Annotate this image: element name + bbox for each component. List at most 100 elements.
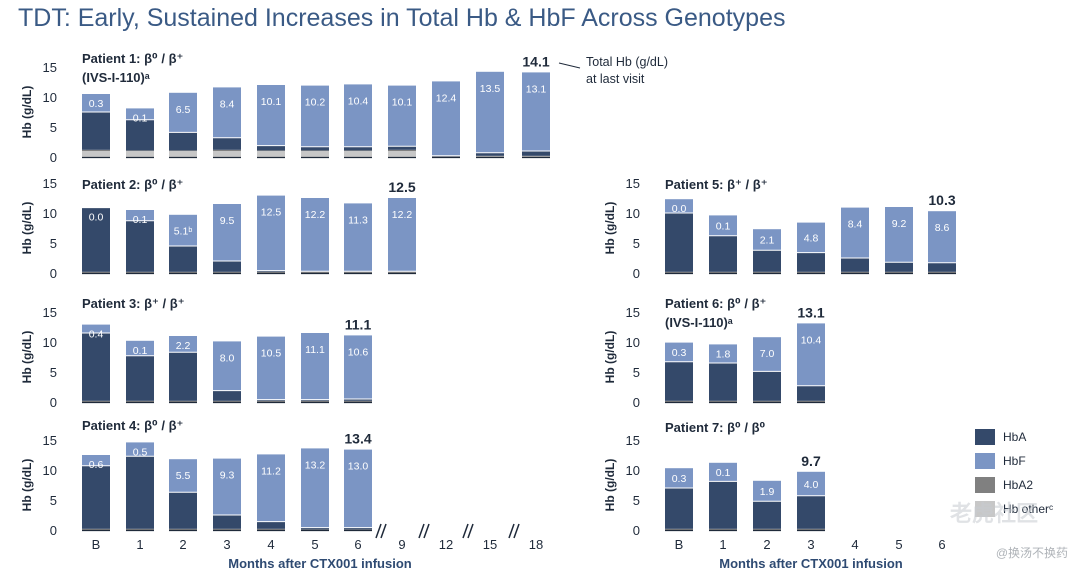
panel-2-ytick-label: 15 [43, 176, 57, 191]
panel-1-bar-hba-5 [301, 146, 329, 151]
axis-break-mark [508, 523, 515, 539]
panel-6-ytick-label: 0 [633, 395, 640, 410]
panel-5-bar-hbf-1 [709, 215, 737, 236]
panel-1-bar-hba2-6 [344, 150, 372, 151]
panel-6-bar-hbf-2 [753, 337, 781, 372]
panel-5-ytick-label: 5 [633, 236, 640, 251]
annotation-leader [558, 62, 581, 69]
panel-7-bar-hba2-1 [709, 528, 737, 530]
panel-6-bar-hba2-1 [709, 400, 737, 402]
annotation-line: Total Hb (g/dL) [586, 55, 668, 69]
panel-5-hbf-label-B: 0.0 [672, 203, 687, 215]
panel-1-bar-hba-18 [522, 151, 550, 156]
panel-5-hbf-label-3: 4.8 [804, 233, 819, 245]
panel-1-bar-hba2-12 [432, 156, 460, 157]
panel-4-bar-hba2-B [82, 528, 110, 530]
panel-1-ytick-label: 10 [43, 90, 57, 105]
panel-7-hbf-label-B: 0.3 [672, 473, 687, 485]
axis-break-mark [423, 523, 430, 539]
panel-1-bar-hba-2 [169, 132, 197, 151]
panel-6-ytick-label: 15 [626, 305, 640, 320]
legend-label-hbf: HbF [1003, 454, 1026, 468]
panel-1-bar-hba2-2 [169, 150, 197, 151]
panel-4-bar-hbf-5 [301, 448, 329, 528]
panel-7-bar-hba2-2 [753, 528, 781, 530]
panel-6-bar-hbf-1 [709, 344, 737, 363]
panel-1-bar-hba-9 [388, 146, 416, 150]
panel-4-bar-hba-6 [344, 527, 372, 530]
panel-1-bar-hbf-1 [126, 108, 154, 120]
axis-break-mark [418, 523, 425, 539]
panel-6-bar-hba-2 [753, 371, 781, 401]
panel-3-bar-hba-1 [126, 355, 154, 401]
panel-2-bar-hba2-4 [257, 271, 285, 273]
panel-1-bar-hba2-18 [522, 155, 550, 157]
panel-1-bar-other-4 [257, 151, 285, 157]
panel-6-ytick-label: 5 [633, 365, 640, 380]
panel-1-bar-hba2-9 [388, 149, 416, 151]
panel-3-hbf-label-4: 10.5 [261, 348, 282, 360]
panel-5-bar-hba-3 [797, 252, 825, 272]
panel-5-bar-hbf-6 [928, 211, 956, 263]
panel-3-bar-hba-2 [169, 352, 197, 401]
panel-5-bar-hbf-B [665, 199, 693, 213]
panel-2-bar-hbf-4 [257, 195, 285, 271]
panel-2-ytick-label: 0 [50, 266, 57, 281]
panel-5-hbf-label-2: 2.1 [760, 235, 775, 247]
panel-7-bar-hbf-2 [753, 480, 781, 502]
right-xlabel: Months after CTX001 infusion [719, 556, 903, 571]
right-xtick-label: 1 [719, 537, 726, 552]
panel-4-bar-hba2-5 [301, 529, 329, 530]
panel-7-hbf-label-3: 4.0 [804, 479, 819, 491]
left-xtick-label: 4 [267, 537, 274, 552]
panel-3-ytick-label: 10 [43, 335, 57, 350]
panel-7-hbf-label-1: 0.1 [716, 467, 731, 479]
panel-5-bar-hba2-3 [797, 271, 825, 273]
panel-2-bar-hba2-6 [344, 271, 372, 273]
panel-6-bar-hba2-2 [753, 400, 781, 402]
legend-swatch-hba [975, 429, 995, 445]
panel-6-hbf-label-2: 7.0 [760, 348, 775, 360]
panel-1-bar-other-B [82, 151, 110, 157]
panel-7-title-line: Patient 7: β⁰ / β⁰ [665, 420, 766, 435]
panel-1-bar-hbf-12 [432, 81, 460, 156]
panel-3-bar-hbf-3 [213, 341, 241, 391]
panel-3-bar-hbf-B [82, 324, 110, 333]
legend-item-hbf: HbF [975, 449, 1053, 473]
panel-3-ytick-label: 5 [50, 365, 57, 380]
panel-1-hbf-label-12: 12.4 [436, 92, 457, 104]
panel-3-bar-hba2-2 [169, 400, 197, 402]
panel-3-hbf-label-B: 0.4 [89, 329, 104, 341]
panel-2-ylabel: Hb (g/dL) [20, 202, 34, 255]
panel-5-bar-hba-5 [885, 262, 913, 272]
panel-4-bar-hba-1 [126, 456, 154, 529]
panel-1-hbf-label-1: 0.1 [133, 112, 148, 124]
panel-5-hbf-label-1: 0.1 [716, 221, 731, 233]
right-xtick-label: 6 [938, 537, 945, 552]
panel-4-bar-hbf-4 [257, 454, 285, 522]
panel-6-hbf-label-B: 0.3 [672, 347, 687, 359]
panel-2-bar-hba-B [82, 207, 110, 272]
left-xtick-label: 5 [311, 537, 318, 552]
panel-3-bar-hba2-6 [344, 400, 372, 402]
panel-3-bar-hba2-4 [257, 400, 285, 402]
panel-4-hbf-label-6: 13.0 [348, 461, 369, 473]
panel-1-hbf-label-5: 10.2 [305, 97, 326, 109]
panel-3-hbf-label-2: 2.2 [176, 340, 191, 352]
panel-1-hbf-label-9: 10.1 [392, 97, 413, 109]
left-xtick-label: 9 [398, 537, 405, 552]
panel-1-hbf-label-2: 6.5 [176, 104, 191, 116]
panel-1-bar-other-15 [476, 156, 504, 157]
panel-1-bar-hba-15 [476, 152, 504, 156]
panel-6-title-line: Patient 6: β⁰ / β⁺ [665, 296, 766, 311]
panel-4-hbf-label-2: 5.5 [176, 470, 191, 482]
watermark-brand: 老虎社区 [950, 501, 1039, 526]
panel-1-bar-hbf-15 [476, 71, 504, 153]
panel-3-bar-hbf-6 [344, 335, 372, 399]
panel-2-ytick-label: 5 [50, 236, 57, 251]
panel-3-bar-hba-4 [257, 399, 285, 401]
panel-3-title-line: Patient 3: β⁺ / β⁺ [82, 296, 185, 311]
left-xtick-label: 6 [354, 537, 361, 552]
panel-2-title-line: Patient 2: β⁰ / β⁺ [82, 177, 183, 192]
panel-1-bar-hba2-3 [213, 149, 241, 151]
